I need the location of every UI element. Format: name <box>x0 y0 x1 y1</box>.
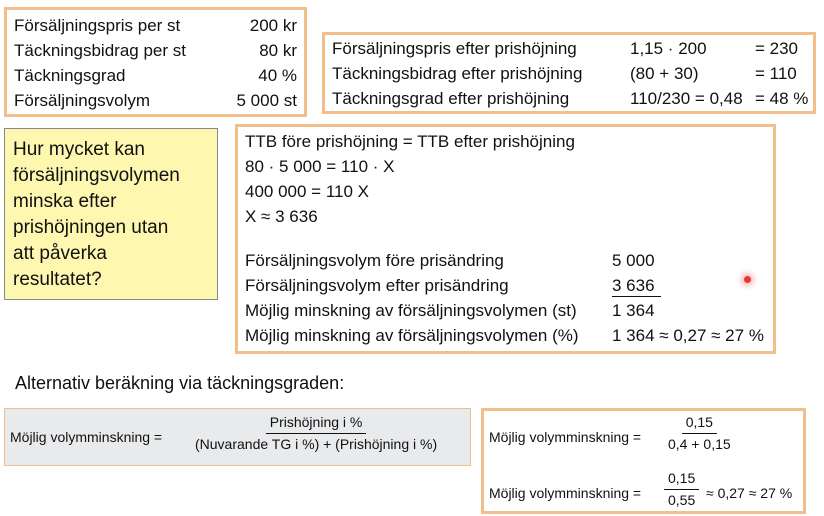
question-line: Hur mycket kan <box>13 138 145 162</box>
substituted-label: Möjlig volymminskning = <box>489 427 641 447</box>
new-price-calc: 1,15 · 200 <box>630 39 707 59</box>
reduction-percent-value: 1 364 ≈ 0,27 ≈ 27 % <box>612 326 764 346</box>
question-line: resultatet? <box>13 268 102 292</box>
substituted-fraction: 0,15 0,4 + 0,15 <box>664 414 735 453</box>
result-label: Möjlig volymminskning = <box>489 483 641 503</box>
equation-line: 400 000 = 110 X <box>245 182 369 202</box>
question-line: att påverka <box>13 242 107 266</box>
new-contribution-label: Täckningsbidrag efter prishöjning <box>332 64 582 84</box>
question-box: Hur mycket kan försäljningsvolymen minsk… <box>4 128 218 300</box>
after-price-increase-box: Försäljningspris efter prishöjning 1,15 … <box>322 32 816 114</box>
new-margin-result: = 48 % <box>755 89 808 109</box>
new-price-label: Försäljningspris efter prishöjning <box>332 39 577 59</box>
contribution-label: Täckningsbidrag per st <box>14 41 186 61</box>
margin-ratio-label: Täckningsgrad <box>14 66 126 86</box>
result-denominator: 0,55 <box>664 490 699 509</box>
formula-numerator: Prishöjning i % <box>266 414 367 434</box>
new-margin-label: Täckningsgrad efter prishöjning <box>332 89 569 109</box>
alternative-heading: Alternativ beräkning via täckningsgraden… <box>15 372 344 394</box>
question-line: försäljningsvolymen <box>13 164 180 188</box>
reduction-units-label: Möjlig minskning av försäljningsvolymen … <box>245 301 577 321</box>
formula-denominator: (Nuvarande TG i %) + (Prishöjning i %) <box>191 434 441 453</box>
equation-line: TTB före prishöjning = TTB efter prishöj… <box>245 132 575 152</box>
substituted-numerator: 0,15 <box>682 414 717 434</box>
calculation-box: TTB före prishöjning = TTB efter prishöj… <box>235 124 776 354</box>
general-formula-box: Möjlig volymminskning = Prishöjning i % … <box>4 408 471 466</box>
new-margin-calc: 110/230 = 0,48 <box>630 89 743 109</box>
formula-label: Möjlig volymminskning = <box>10 427 162 447</box>
contribution-value: 80 kr <box>259 41 297 61</box>
formula-fraction: Prishöjning i % (Nuvarande TG i %) + (Pr… <box>191 414 441 453</box>
sales-volume-label: Försäljningsvolym <box>14 91 150 111</box>
volume-before-label: Försäljningsvolym före prisändring <box>245 251 504 271</box>
question-line: minska efter <box>13 190 116 214</box>
substituted-denominator: 0,4 + 0,15 <box>664 434 735 453</box>
volume-after-label: Försäljningsvolym efter prisändring <box>245 276 509 296</box>
new-contribution-calc: (80 + 30) <box>630 64 699 84</box>
substituted-formula-box: Möjlig volymminskning = 0,15 0,4 + 0,15 … <box>481 408 806 514</box>
initial-values-box: Försäljningspris per st 200 kr Täcknings… <box>4 7 307 117</box>
result-fraction: 0,15 0,55 <box>664 470 699 509</box>
sale-price-value: 200 kr <box>250 16 297 36</box>
sales-volume-value: 5 000 st <box>237 91 298 111</box>
volume-before-value: 5 000 <box>612 251 655 271</box>
reduction-percent-label: Möjlig minskning av försäljningsvolymen … <box>245 326 579 346</box>
result-numerator: 0,15 <box>664 470 699 490</box>
equation-line: X ≈ 3 636 <box>245 207 318 227</box>
reduction-units-value: 1 364 <box>612 301 655 321</box>
new-price-result: = 230 <box>755 39 798 59</box>
pointer-dot <box>744 276 751 283</box>
margin-ratio-value: 40 % <box>258 66 297 86</box>
question-line: prishöjningen utan <box>13 216 168 240</box>
sale-price-label: Försäljningspris per st <box>14 16 180 36</box>
equation-line: 80 · 5 000 = 110 · X <box>245 157 394 177</box>
new-contribution-result: = 110 <box>755 64 797 84</box>
volume-after-value: 3 636 <box>612 276 661 297</box>
result-tail: ≈ 0,27 ≈ 27 % <box>706 483 792 503</box>
